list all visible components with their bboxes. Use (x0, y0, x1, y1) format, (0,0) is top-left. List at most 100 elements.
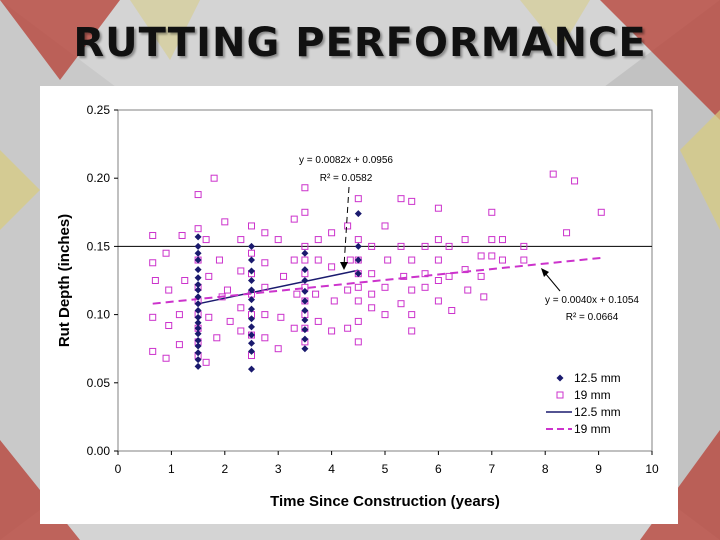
point-12-5mm (194, 342, 202, 350)
point-19mm (237, 267, 245, 275)
point-19mm (181, 277, 189, 284)
point-19mm (301, 242, 309, 250)
point-12-5mm (301, 266, 309, 274)
x-tick-label: 6 (435, 462, 442, 476)
trendline-equation-12-5mm: y = 0.0082x + 0.0956 (299, 155, 393, 166)
point-19mm (261, 259, 269, 267)
point-19mm (149, 347, 157, 355)
point-19mm (314, 236, 322, 244)
point-19mm (248, 249, 255, 257)
x-tick-label: 9 (595, 462, 602, 476)
point-19mm (445, 272, 453, 280)
point-19mm (434, 297, 442, 305)
trendline-r2-12-5mm: R² = 0.0582 (320, 173, 373, 184)
point-19mm (290, 256, 298, 264)
point-12-5mm (301, 316, 309, 324)
point-12-5mm (194, 233, 202, 241)
point-19mm (381, 222, 389, 230)
point-19mm (223, 286, 231, 294)
point-19mm (434, 236, 442, 244)
point-12-5mm (248, 315, 255, 323)
point-19mm (301, 256, 309, 264)
point-12-5mm (194, 274, 202, 282)
point-12-5mm (194, 349, 202, 357)
point-19mm (354, 283, 362, 291)
point-19mm (445, 242, 453, 250)
point-12-5mm (194, 242, 202, 250)
point-12-5mm (354, 210, 362, 218)
point-19mm (563, 229, 571, 237)
point-12-5mm (301, 297, 309, 305)
trendline-r2-19mm: R² = 0.0664 (566, 312, 619, 323)
point-12-5mm (248, 331, 255, 339)
point-19mm (488, 208, 496, 216)
point-19mm (344, 324, 352, 332)
point-19mm (346, 256, 354, 264)
point-19mm (237, 236, 245, 244)
point-12-5mm (301, 326, 309, 334)
point-19mm (213, 334, 221, 342)
point-19mm (237, 327, 245, 335)
point-19mm (421, 242, 429, 250)
point-12-5mm (301, 335, 309, 343)
point-19mm (149, 231, 157, 239)
point-19mm (597, 208, 605, 216)
point-19mm (277, 313, 285, 321)
point-19mm (290, 324, 298, 332)
point-19mm (314, 317, 322, 325)
legend-label: 12.5 mm (574, 405, 621, 419)
point-19mm (162, 249, 170, 257)
point-12-5mm (248, 347, 255, 355)
point-19mm (571, 177, 579, 185)
point-12-5mm (248, 242, 255, 250)
point-19mm (461, 266, 469, 274)
point-19mm (205, 313, 213, 321)
point-19mm (261, 334, 269, 342)
point-12-5mm (194, 337, 202, 345)
point-19mm (434, 277, 442, 284)
slide-title: RUTTING PERFORMANCE (73, 20, 647, 66)
point-19mm (165, 286, 173, 294)
point-19mm (384, 256, 392, 264)
point-19mm (175, 341, 183, 349)
point-12-5mm (301, 277, 309, 284)
point-19mm (312, 290, 320, 298)
point-12-5mm (248, 267, 255, 275)
point-19mm (248, 222, 255, 230)
point-19mm (354, 317, 362, 325)
legend: 12.5 mm 19 mm 12.5 mm 19 mm (546, 371, 621, 436)
point-12-5mm (301, 287, 309, 295)
point-19mm (397, 195, 405, 203)
point-12-5mm (194, 293, 202, 301)
point-19mm (328, 229, 336, 237)
point-19mm (498, 256, 506, 264)
point-19mm (205, 272, 213, 280)
point-12-5mm (248, 256, 255, 264)
point-19mm (194, 225, 202, 233)
point-19mm (237, 304, 245, 312)
point-19mm (221, 218, 229, 226)
point-19mm (434, 204, 442, 212)
point-19mm (408, 197, 416, 205)
point-19mm (549, 170, 557, 178)
point-19mm (354, 195, 362, 203)
point-12-5mm (194, 324, 202, 332)
point-19mm (290, 215, 298, 223)
point-12-5mm (194, 256, 202, 264)
point-19mm (202, 358, 210, 366)
point-19mm (477, 272, 485, 280)
point-19mm (328, 263, 336, 271)
chart-card: 0.00 0.05 0.10 0.15 0.20 0.25 0 1 2 3 4 5 6 7 8 9 10 Time… (40, 86, 678, 524)
point-12-5mm (194, 330, 202, 338)
point-19mm (421, 270, 429, 278)
point-19mm (368, 290, 376, 298)
scatter-chart: 0.00 0.05 0.10 0.15 0.20 0.25 0 1 2 3 4 5 6 7 8 9 10 Time… (56, 103, 659, 510)
legend-label: 19 mm (574, 388, 611, 402)
point-12-5mm (248, 277, 255, 284)
point-19mm (397, 242, 405, 250)
point-12-5mm (248, 339, 255, 347)
point-19mm (202, 236, 210, 244)
point-19mm (328, 327, 336, 335)
point-12-5mm (301, 345, 309, 353)
trendline-19mm (152, 256, 602, 305)
